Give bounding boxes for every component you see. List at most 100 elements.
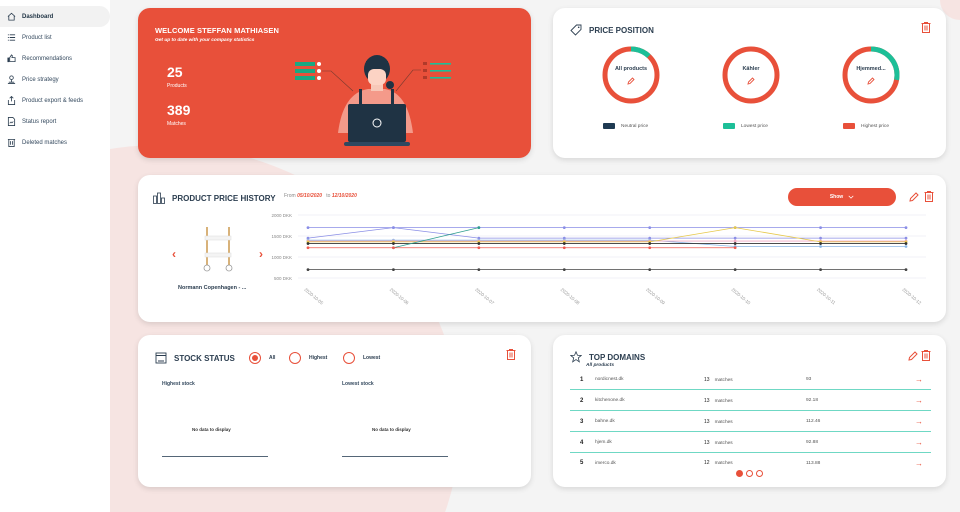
edit-pencil-icon[interactable]	[908, 351, 918, 361]
carousel-next-arrow[interactable]: ›	[259, 247, 263, 261]
stock-status-card: STOCK STATUS All Highest Lowest Highest …	[138, 335, 531, 487]
date-range: From 05/10/2020 to 12/10/2020	[284, 193, 357, 199]
donut-all-products[interactable]: All products	[601, 45, 661, 105]
domain-value: 93	[806, 377, 812, 382]
sidebar-item-label: Recommendations	[22, 55, 73, 62]
matches-count: 389	[167, 102, 191, 118]
domain-row[interactable]: 5 imerco.dk 12 matches 113.88 →	[570, 453, 931, 473]
delete-widget-icon[interactable]	[924, 191, 934, 202]
match-label: matches	[714, 377, 733, 383]
edit-pencil-icon[interactable]	[867, 77, 875, 85]
domain-name: hjem.dk	[595, 440, 612, 445]
y-tick: 1000 DKK	[271, 255, 292, 260]
donut-hjemmed[interactable]: Hjemmed...	[841, 45, 901, 105]
domain-rank: 2	[580, 397, 584, 404]
legend-swatch	[723, 123, 735, 129]
arrow-right-icon[interactable]: →	[915, 458, 923, 468]
delete-widget-icon[interactable]	[921, 350, 931, 361]
sidebar-item-dashboard[interactable]: Dashboard	[0, 6, 110, 27]
arrow-right-icon[interactable]: →	[915, 417, 923, 426]
domain-name: nordicnest.dk	[595, 377, 624, 382]
radio-lowest[interactable]: Lowest	[343, 352, 380, 364]
sidebar-item-label: Dashboard	[22, 13, 54, 20]
page-dot-2[interactable]	[746, 470, 753, 477]
sidebar-item-deleted-matches[interactable]: Deleted matches	[0, 132, 110, 153]
welcome-subtitle: Get up to date with your company statist…	[155, 38, 255, 43]
sidebar-item-label: Product export & feeds	[22, 97, 84, 104]
legend-neutral-price: Neutral price	[603, 123, 648, 129]
domain-row[interactable]: 4 hjem.dk 13 matches 92.88 →	[570, 433, 931, 453]
show-button-label: Show	[829, 194, 844, 200]
product-name: Normann Copenhagen - ...	[178, 285, 247, 291]
sidebar: Dashboard Product list Recommendations P…	[0, 0, 110, 512]
donut-label: All products	[614, 66, 648, 72]
page-dot-1[interactable]	[736, 470, 743, 477]
svg-text:2020-10-10: 2020-10-10	[731, 287, 752, 306]
chart-series	[306, 226, 908, 271]
radio-highest[interactable]: Highest	[289, 352, 327, 364]
arrow-right-icon[interactable]: →	[915, 438, 923, 447]
domain-rank: 1	[580, 376, 584, 383]
edit-pencil-icon[interactable]	[627, 77, 635, 85]
sidebar-item-product-list[interactable]: Product list	[0, 27, 110, 48]
match-count: 13	[704, 397, 710, 404]
strategy-icon	[6, 75, 16, 85]
match-label: matches	[714, 440, 733, 446]
top-domains-header: TOP DOMAINS	[570, 351, 645, 363]
domain-value: 92.88	[806, 440, 819, 445]
legend-lowest-price: Lowest price	[723, 123, 768, 129]
domain-matches: 13 matches	[704, 377, 733, 383]
stock-status-title: STOCK STATUS	[174, 353, 235, 363]
from-date[interactable]: 05/10/2020	[297, 193, 323, 199]
arrow-right-icon[interactable]: →	[915, 396, 923, 405]
edit-pencil-icon[interactable]	[909, 192, 919, 202]
domain-row[interactable]: 3 bahne.dk 13 matches 112.46 →	[570, 412, 931, 432]
export-icon	[6, 96, 16, 106]
donut-kahler[interactable]: Kähler	[721, 45, 781, 105]
x-axis-labels: 2020-10-05 2020-10-06 2020-10-07 2020-10-08…	[303, 287, 922, 306]
match-label: matches	[714, 398, 733, 404]
price-position-card: PRICE POSITION All products Kähler Hjemm…	[553, 8, 946, 158]
sidebar-item-price-strategy[interactable]: Price strategy	[0, 69, 110, 90]
legend-swatch	[603, 123, 615, 129]
show-dropdown-button[interactable]: Show	[788, 188, 896, 206]
page-dot-3[interactable]	[756, 470, 763, 477]
svg-text:2020-10-12: 2020-10-12	[901, 287, 922, 306]
domain-row[interactable]: 1 nordicnest.dk 13 matches 93 →	[570, 370, 931, 390]
domain-matches: 13 matches	[704, 398, 733, 404]
top-domains-subtitle: All products	[586, 363, 614, 368]
sidebar-item-product-export[interactable]: Product export & feeds	[0, 90, 110, 111]
y-tick: 2000 DKK	[271, 213, 292, 218]
domain-matches: 13 matches	[704, 419, 733, 425]
divider	[162, 456, 268, 457]
domain-row[interactable]: 2 kitchenone.dk 13 matches 92.18 →	[570, 391, 931, 411]
radio-all[interactable]: All	[249, 352, 275, 364]
top-domains-title: TOP DOMAINS	[589, 352, 646, 362]
carousel-prev-arrow[interactable]: ‹	[172, 247, 176, 261]
svg-text:2020-10-09: 2020-10-09	[645, 287, 666, 306]
welcome-card: WELCOME STEFFAN MATHIASEN Get up to date…	[138, 8, 531, 158]
top-domains-card: TOP DOMAINS All products 1 nordicnest.dk…	[553, 335, 946, 487]
to-date[interactable]: 12/10/2020	[331, 193, 357, 199]
domain-rank: 5	[580, 460, 584, 466]
sidebar-item-recommendations[interactable]: Recommendations	[0, 48, 110, 69]
svg-text:2020-10-05: 2020-10-05	[303, 287, 324, 306]
sidebar-item-status-report[interactable]: Status report	[0, 111, 110, 132]
domain-value: 92.18	[806, 398, 819, 403]
woman-laptop-illustration	[295, 55, 451, 146]
delete-widget-icon[interactable]	[921, 22, 931, 33]
svg-text:2020-10-06: 2020-10-06	[389, 287, 410, 306]
edit-pencil-icon[interactable]	[747, 77, 755, 85]
y-tick: 1500 DKK	[271, 234, 292, 239]
radio-label: Highest	[309, 355, 328, 361]
domain-rank: 3	[580, 418, 584, 425]
domain-matches: 13 matches	[704, 440, 733, 446]
sidebar-item-label: Product list	[22, 34, 52, 41]
arrow-right-icon[interactable]: →	[915, 375, 923, 384]
report-icon	[6, 117, 16, 127]
svg-text:2020-10-11: 2020-10-11	[816, 287, 837, 306]
highest-no-data: No data to display	[192, 427, 231, 432]
lowest-no-data: No data to display	[372, 427, 411, 432]
delete-widget-icon[interactable]	[506, 349, 516, 360]
sidebar-item-label: Deleted matches	[22, 139, 68, 146]
